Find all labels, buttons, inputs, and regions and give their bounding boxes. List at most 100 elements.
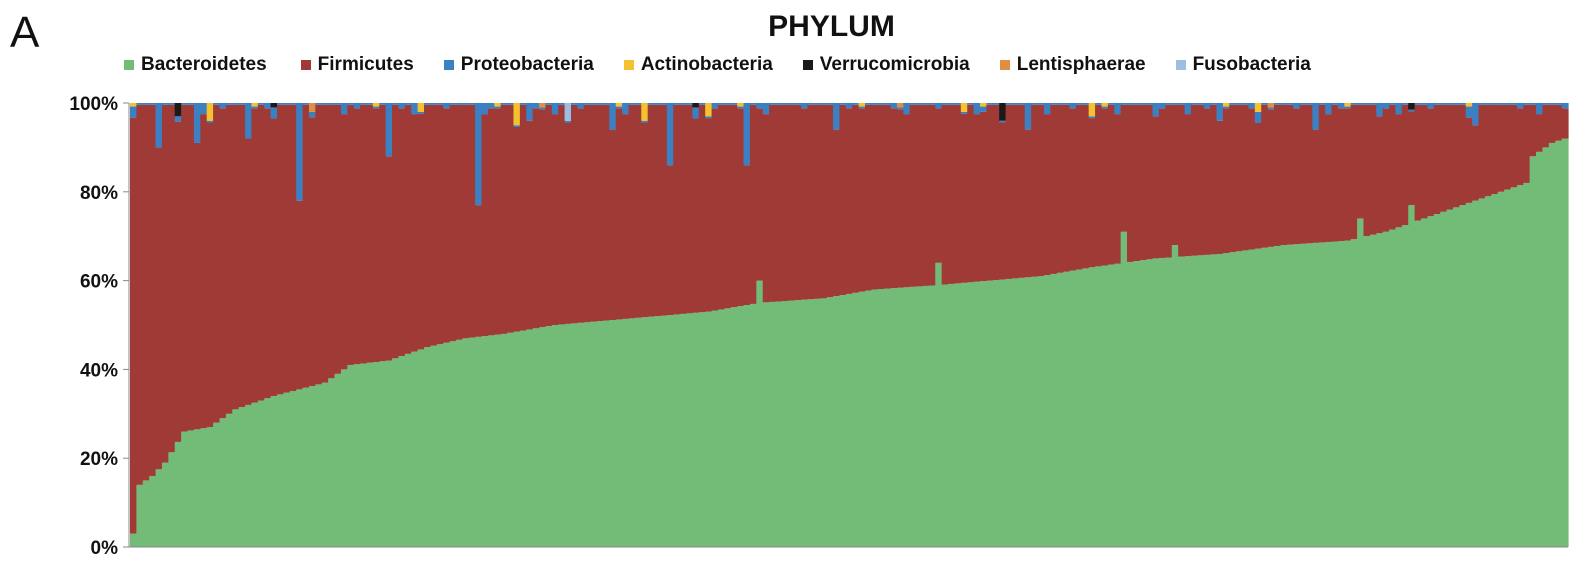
bar-firmicutes <box>1267 109 1275 247</box>
bar-proteobacteria <box>858 106 866 109</box>
bar-proteobacteria <box>1120 103 1128 105</box>
bar-firmicutes <box>1293 108 1301 245</box>
bar-bacteroidetes <box>366 362 374 547</box>
bar-proteobacteria <box>756 103 764 109</box>
bar-actinobacteria <box>980 103 988 107</box>
bar-proteobacteria <box>845 103 853 109</box>
bar-firmicutes <box>1120 104 1128 232</box>
bar-bacteroidetes <box>130 533 137 547</box>
bar-firmicutes <box>717 104 725 310</box>
bar-firmicutes <box>1152 116 1160 259</box>
bar-firmicutes <box>385 156 393 361</box>
bar-firmicutes <box>302 104 310 388</box>
bar-bacteroidetes <box>1529 156 1537 547</box>
bar-bacteroidetes <box>1414 220 1422 547</box>
bar-proteobacteria <box>1216 103 1224 121</box>
bar-proteobacteria <box>193 103 201 143</box>
bar-firmicutes <box>673 104 681 315</box>
bar-firmicutes <box>340 114 348 370</box>
bar-proteobacteria <box>1235 103 1243 105</box>
bar-firmicutes <box>551 114 559 325</box>
bar-bacteroidetes <box>270 396 278 547</box>
legend-item-bacteroidetes: Bacteroidetes <box>124 54 267 76</box>
bar-bacteroidetes <box>654 316 662 547</box>
bar-bacteroidetes <box>903 287 911 547</box>
bar-proteobacteria <box>539 107 547 110</box>
bar-firmicutes <box>698 104 706 313</box>
bar-bacteroidetes <box>673 314 681 547</box>
bar-firmicutes <box>609 129 617 320</box>
bar-actinobacteria <box>858 103 866 107</box>
bar-bacteroidetes <box>187 430 195 547</box>
legend: Bacteroidetes Firmicutes Proteobacteria … <box>124 54 1311 76</box>
bar-bacteroidetes <box>500 333 508 547</box>
bar-proteobacteria <box>296 103 304 201</box>
bar-firmicutes <box>193 142 201 430</box>
bar-proteobacteria <box>283 103 291 105</box>
bar-firmicutes <box>730 104 738 308</box>
bar-proteobacteria <box>1178 103 1186 105</box>
bar-firmicutes <box>449 104 457 342</box>
bar-firmicutes <box>353 108 361 365</box>
bar-proteobacteria <box>1114 103 1122 115</box>
bar-proteobacteria <box>660 103 668 105</box>
bar-bacteroidetes <box>877 289 885 547</box>
bar-proteobacteria <box>468 103 476 105</box>
bar-bacteroidetes <box>954 283 962 548</box>
bar-proteobacteria <box>417 111 425 114</box>
bar-bacteroidetes <box>142 480 150 547</box>
legend-label-proteobacteria: Proteobacteria <box>460 54 594 75</box>
bar-actinobacteria <box>641 103 649 121</box>
bar-proteobacteria <box>1139 103 1147 105</box>
bar-proteobacteria <box>986 103 994 105</box>
bar-proteobacteria <box>1018 103 1026 105</box>
bar-firmicutes <box>443 108 451 343</box>
bar-proteobacteria <box>1484 103 1492 105</box>
bar-proteobacteria <box>1414 103 1422 105</box>
bar-firmicutes <box>858 108 866 292</box>
bar-firmicutes <box>1235 104 1243 252</box>
bar-firmicutes <box>507 104 515 333</box>
bar-bacteroidetes <box>1024 277 1032 547</box>
bar-firmicutes <box>206 122 214 428</box>
bar-firmicutes <box>781 104 789 302</box>
bar-proteobacteria <box>1005 103 1013 105</box>
bar-proteobacteria <box>903 103 911 115</box>
bar-firmicutes <box>149 104 157 476</box>
bar-proteobacteria <box>973 103 981 115</box>
bar-bacteroidetes <box>507 332 515 547</box>
bar-firmicutes <box>251 108 259 403</box>
bar-proteobacteria <box>1523 103 1531 105</box>
bar-bacteroidetes <box>385 360 393 547</box>
bar-proteobacteria <box>967 103 975 105</box>
bar-firmicutes <box>423 104 431 348</box>
bar-lentisphaerae <box>896 103 904 108</box>
bar-proteobacteria <box>801 103 809 109</box>
bar-proteobacteria <box>673 103 681 105</box>
bar-firmicutes <box>564 122 572 324</box>
bar-proteobacteria <box>1350 103 1358 105</box>
bar-firmicutes <box>1427 108 1435 217</box>
bar-bacteroidetes <box>321 382 329 547</box>
bar-bacteroidetes <box>264 398 272 547</box>
bar-bacteroidetes <box>1465 202 1473 547</box>
bar-firmicutes <box>622 114 630 319</box>
bar-firmicutes <box>1369 104 1377 235</box>
bar-bacteroidetes <box>379 361 387 547</box>
bar-proteobacteria <box>1536 103 1544 115</box>
bar-bacteroidetes <box>372 362 380 547</box>
bar-proteobacteria <box>1286 103 1294 105</box>
bar-bacteroidetes <box>705 311 713 547</box>
bar-firmicutes <box>1107 104 1115 265</box>
bar-proteobacteria <box>762 103 770 115</box>
bar-firmicutes <box>1337 108 1345 242</box>
bar-proteobacteria <box>423 103 431 105</box>
bar-firmicutes <box>321 104 329 383</box>
bar-proteobacteria <box>334 103 342 105</box>
bar-firmicutes <box>666 165 674 316</box>
bar-proteobacteria <box>1548 103 1556 105</box>
bar-firmicutes <box>289 104 297 392</box>
bar-bacteroidetes <box>858 291 866 547</box>
bar-firmicutes <box>475 205 483 337</box>
bar-proteobacteria <box>1190 103 1198 105</box>
